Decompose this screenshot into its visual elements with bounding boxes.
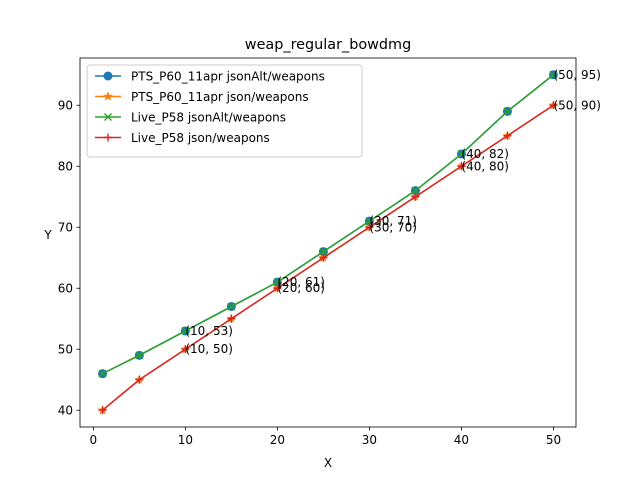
series-4-point: [227, 314, 236, 323]
legend-box: [86, 64, 363, 158]
series-4-point: [135, 375, 144, 384]
series-3-point: [549, 70, 558, 79]
series-3-point-shape: [549, 70, 558, 79]
series-4-point: [503, 131, 512, 140]
y-tick-label: 70: [58, 220, 73, 234]
series-4-point-shape: [457, 162, 466, 171]
x-tick-label: 0: [90, 433, 98, 447]
legend-marker-4-shape: [104, 133, 112, 142]
x-tick-label: 20: [270, 433, 285, 447]
series-3-point-shape: [273, 278, 282, 287]
series-3-point-shape: [457, 150, 466, 159]
series-4-point-shape: [98, 406, 107, 415]
legend-marker-3: [104, 113, 112, 121]
series-3-point-shape: [135, 351, 144, 360]
series-4-point-shape: [549, 101, 558, 110]
legend: PTS_P60_11apr jsonAlt/weapons PTS_P60_11a…: [86, 64, 363, 158]
series-4-point: [273, 284, 282, 293]
y-tick-label: 60: [58, 281, 73, 295]
series-3-point: [411, 186, 420, 195]
legend-marker-4: [104, 133, 112, 142]
series-3-point-shape: [181, 326, 190, 335]
plot-area: 0 10 20 30 40 50 40 50 60 70 80 90 (10, 53) (10, 50) (…: [58, 57, 601, 447]
series-4-point-shape: [181, 345, 190, 354]
legend-marker-1-shape: [103, 71, 113, 81]
x-tick-label: 40: [454, 433, 469, 447]
series-4-point-shape: [503, 131, 512, 140]
point-annotation: (40, 82): [461, 147, 509, 161]
y-tick-label: 80: [58, 159, 73, 173]
series-3-point-shape: [227, 302, 236, 311]
y-tick-label: 40: [58, 403, 73, 417]
series-3-point: [181, 326, 190, 335]
point-annotation: (50, 90): [553, 98, 601, 112]
point-annotation: (10, 50): [185, 342, 233, 356]
series-4-point: [181, 345, 190, 354]
series-4-point-shape: [135, 375, 144, 384]
plot-frame: [79, 57, 577, 428]
x-tick-label: 50: [546, 433, 561, 447]
series-3-point-shape: [319, 247, 328, 256]
series-3-point-shape: [365, 217, 374, 226]
legend-marker-3-shape: [104, 113, 112, 121]
point-annotation: (30, 70): [369, 220, 417, 234]
point-annotation: (50, 95): [553, 68, 601, 82]
series-4-point: [98, 406, 107, 415]
series-3-point: [135, 351, 144, 360]
series-4-point: [319, 253, 328, 262]
series-3-point: [227, 302, 236, 311]
y-tick-label: 50: [58, 342, 73, 356]
legend-label-1: PTS_P60_11apr jsonAlt/weapons: [131, 69, 325, 83]
series-4-point: [549, 101, 558, 110]
y-tick-label: 90: [58, 98, 73, 112]
point-annotation: (30, 71): [369, 214, 417, 228]
series-4-point: [411, 192, 420, 201]
legend-label-2: PTS_P60_11apr json/weapons: [131, 90, 309, 104]
series-4-point: [365, 223, 374, 232]
series-3-point: [98, 369, 107, 378]
series-3-point-shape: [503, 107, 512, 116]
series-4-point-shape: [273, 284, 282, 293]
legend-marker-2: [103, 91, 113, 101]
point-annotation: (20, 60): [277, 281, 325, 295]
legend-label-4: Live_P58 json/weapons: [131, 131, 270, 145]
series-4-point-shape: [319, 253, 328, 262]
x-tick-label: 10: [178, 433, 193, 447]
point-annotation: (10, 53): [185, 324, 233, 338]
series-4-point: [457, 162, 466, 171]
x-axis-label: X: [324, 456, 332, 470]
series-4-point-shape: [227, 314, 236, 323]
series-3-point: [365, 217, 374, 226]
series-3-point: [273, 278, 282, 287]
x-tick-label: 30: [362, 433, 377, 447]
y-axis-label: Y: [43, 228, 52, 242]
series-4-point-shape: [411, 192, 420, 201]
series-3-point-shape: [98, 369, 107, 378]
chart-title: weap_regular_bowdmg: [245, 37, 411, 53]
series-4-point-shape: [365, 223, 374, 232]
legend-marker-1: [103, 71, 113, 81]
series-3-point: [503, 107, 512, 116]
legend-marker-2-shape: [103, 91, 113, 101]
point-annotation: (40, 80): [461, 159, 509, 173]
point-annotation: (20, 61): [277, 275, 325, 289]
series-3-point-shape: [411, 186, 420, 195]
legend-label-3: Live_P58 jsonAlt/weapons: [131, 110, 286, 124]
series-3-point: [319, 247, 328, 256]
series-3-point: [457, 150, 466, 159]
